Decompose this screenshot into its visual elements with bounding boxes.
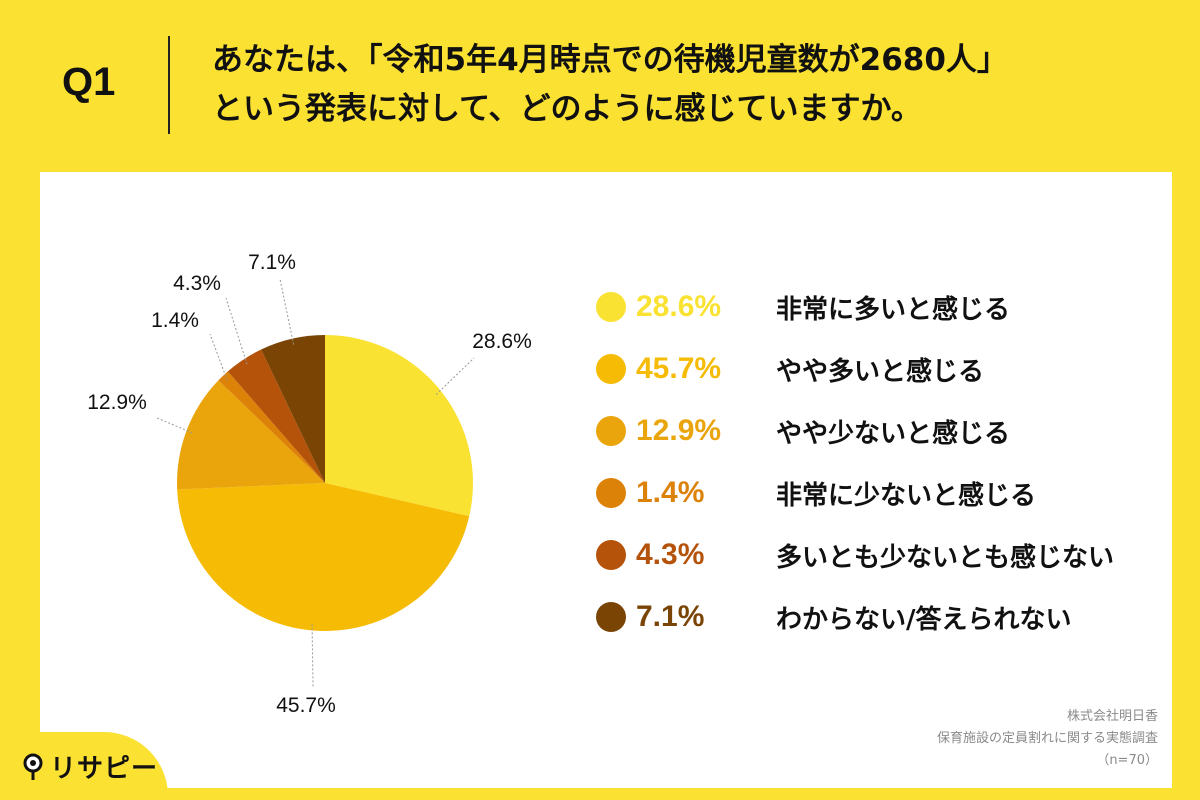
question-line-1: あなたは、「令和5年4月時点での待機児童数が2680人」 [212, 42, 1008, 78]
logo-text: リサピー [50, 754, 159, 784]
pie-slice-1 [325, 335, 474, 517]
chart-panel: 28.6% 45.7% 12.9% 1.4% 4.3% 7.1% 28.6% 非常に多いと感… [40, 172, 1172, 788]
legend-dot [596, 416, 626, 446]
leader-line-5 [225, 297, 248, 365]
legend-item-6: 7.1% わからない/答えられない [596, 586, 1156, 648]
legend-item-3: 12.9% やや少ないと感じる [596, 400, 1156, 462]
legend-dot [596, 354, 626, 384]
legend-dot [596, 540, 626, 570]
legend-percentage: 7.1% [636, 600, 705, 633]
pie-chart: 28.6% 45.7% 12.9% 1.4% 4.3% 7.1% [87, 251, 532, 717]
question-line-2: という発表に対して、どのように感じていますか。 [212, 91, 922, 127]
data-label-3: 12.9% [87, 391, 147, 414]
legend-label: 多いとも少ないとも感じない [776, 542, 1115, 573]
leader-line-1 [435, 357, 475, 395]
legend-dot [596, 602, 626, 632]
legend-percentage: 12.9% [636, 414, 722, 447]
legend-percentage: 4.3% [636, 538, 705, 571]
data-label-4: 1.4% [151, 309, 199, 332]
legend-label: 非常に少ないと感じる [776, 480, 1037, 511]
pie-slice-4 [218, 371, 325, 483]
legend-item-2: 45.7% やや多いと感じる [596, 338, 1156, 400]
legend-item-4: 1.4% 非常に少ないと感じる [596, 462, 1156, 524]
header: Q1 あなたは、「令和5年4月時点での待機児童数が2680人」 という発表に対し… [0, 0, 1200, 170]
legend-label: やや多いと感じる [776, 356, 985, 387]
leader-line-3 [156, 417, 193, 434]
legend-item-5: 4.3% 多いとも少ないとも感じない [596, 524, 1156, 586]
legend-label: やや少ないと感じる [776, 418, 1011, 449]
legend-dot [596, 478, 626, 508]
legend-label: わからない/答えられない [776, 604, 1072, 635]
leader-line-2 [311, 624, 314, 688]
data-label-2: 45.7% [276, 694, 336, 717]
pie-slice-5 [227, 349, 325, 483]
lightbulb-icon [23, 753, 43, 780]
question-number: Q1 [62, 60, 116, 104]
leader-line-6 [279, 278, 295, 345]
source-note: 株式会社明日香 保育施設の定員割れに関する実態調査 （n=70） [937, 706, 1158, 772]
legend-item-1: 28.6% 非常に多いと感じる [596, 276, 1156, 338]
legend-percentage: 45.7% [636, 352, 722, 385]
pie-slice-2 [177, 483, 470, 632]
header-divider [168, 36, 170, 134]
pie-slice-6 [261, 335, 325, 483]
pie-slice-3 [177, 380, 325, 490]
data-label-1: 28.6% [472, 330, 532, 353]
leader-line-4 [209, 333, 228, 381]
source-survey: 保育施設の定員割れに関する実態調査 [936, 731, 1158, 746]
legend-percentage: 1.4% [636, 476, 705, 509]
data-label-6: 7.1% [248, 251, 296, 274]
source-company: 株式会社明日香 [1066, 709, 1158, 724]
legend: 28.6% 非常に多いと感じる 45.7% やや多いと感じる 12.9% やや少ないと感じ… [596, 276, 1156, 648]
data-label-5: 4.3% [173, 272, 221, 295]
legend-label: 非常に多いと感じる [776, 294, 1011, 325]
legend-percentage: 28.6% [636, 290, 722, 323]
brand-logo: リサピー [0, 732, 168, 800]
legend-dot [596, 292, 626, 322]
question-text: あなたは、「令和5年4月時点での待機児童数が2680人」 という発表に対して、ど… [212, 36, 1172, 134]
source-sample-size: （n=70） [1096, 753, 1158, 768]
